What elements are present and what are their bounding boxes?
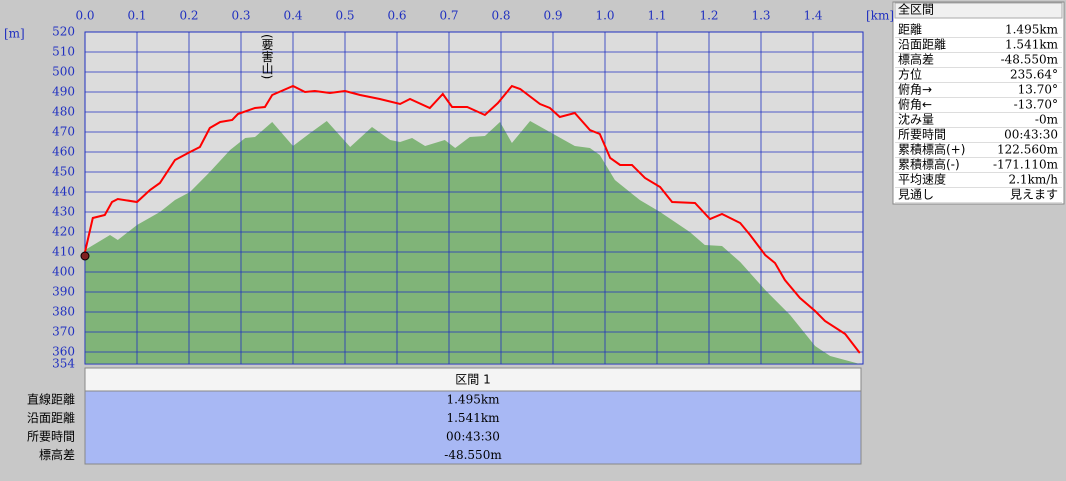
section-label: 沿面距離 — [27, 411, 75, 425]
summary-header — [894, 2, 1063, 19]
section-label: 標高差 — [39, 447, 75, 462]
x-tick-label: 0.8 — [491, 9, 510, 23]
section-value: 00:43:30 — [446, 430, 500, 444]
y-tick-label: 460 — [52, 145, 75, 159]
x-tick-label: 0.6 — [387, 9, 406, 23]
summary-value: 235.64° — [1010, 68, 1058, 82]
summary-label: 平均速度 — [898, 172, 946, 187]
x-tick-label: 1.3 — [751, 9, 770, 23]
y-tick-label: 410 — [52, 245, 75, 259]
summary-value: -13.70° — [1014, 98, 1058, 112]
annotation: (要害山) — [260, 34, 274, 79]
y-tick-label: 420 — [52, 225, 75, 239]
summary-label: 見通し — [898, 188, 934, 202]
y-tick-label: 354 — [52, 357, 75, 371]
summary-panel — [892, 1, 1065, 205]
section-value: 1.541km — [446, 411, 500, 425]
y-tick-label: 480 — [52, 105, 75, 119]
summary-title: 全区間 — [898, 2, 934, 17]
summary-value: 00:43:30 — [1004, 128, 1058, 142]
x-tick-label: 1.1 — [647, 9, 666, 23]
summary-label: 俯角→ — [898, 82, 932, 97]
x-tick-label: 0.7 — [439, 9, 458, 23]
section-label: 直線距離 — [27, 392, 75, 407]
summary-value: 2.1km/h — [1008, 173, 1058, 187]
summary-label: 所要時間 — [898, 128, 946, 142]
summary-value: -0m — [1035, 113, 1059, 127]
summary-label: 累積標高(-) — [898, 157, 960, 172]
y-unit: [m] — [4, 27, 25, 41]
x-tick-label: 1.4 — [803, 9, 822, 23]
y-tick-label: 520 — [52, 25, 75, 39]
summary-value: 13.70° — [1018, 83, 1058, 97]
summary-value: -48.550m — [1001, 53, 1059, 67]
x-tick-label: 0.1 — [127, 9, 146, 23]
summary-value: 1.495km — [1005, 23, 1059, 37]
summary-value: 1.541km — [1005, 38, 1059, 52]
plot — [80, 31, 863, 365]
x-tick-label: 0.5 — [335, 9, 354, 23]
summary-label: 方位 — [898, 67, 922, 82]
x-tick-label: 0.3 — [231, 9, 250, 23]
y-tick-label: 510 — [52, 45, 75, 59]
y-tick-label: 490 — [52, 85, 75, 99]
y-tick-label: 360 — [52, 345, 75, 359]
x-unit: [km] — [866, 9, 894, 23]
x-tick-label: 1.0 — [595, 9, 614, 23]
summary-value: -171.110m — [993, 158, 1059, 172]
section-title: 区間 1 — [455, 373, 490, 387]
y-tick-label: 370 — [52, 325, 75, 339]
section-value: -48.550m — [444, 448, 502, 462]
x-tick-label: 0.2 — [179, 9, 198, 23]
summary-label: 距離 — [898, 23, 922, 37]
summary-value: 122.560m — [997, 143, 1059, 157]
summary-label: 俯角← — [898, 97, 932, 112]
y-tick-label: 470 — [52, 125, 75, 139]
summary-label: 累積標高(+) — [898, 142, 965, 157]
y-tick-label: 440 — [52, 185, 75, 199]
section-value: 1.495km — [446, 393, 500, 407]
x-tick-label: 0.9 — [543, 9, 562, 23]
summary-label: 沿面距離 — [898, 38, 946, 52]
y-tick-label: 380 — [52, 305, 75, 319]
terrain-area — [85, 121, 860, 364]
y-tick-label: 500 — [52, 65, 75, 79]
x-tick-label: 1.2 — [699, 9, 718, 23]
summary-label: 標高差 — [898, 52, 934, 67]
section-label: 所要時間 — [27, 430, 75, 444]
y-tick-label: 400 — [52, 265, 75, 279]
section-body — [84, 390, 862, 465]
y-tick-label: 430 — [52, 205, 75, 219]
summary-label: 沈み量 — [898, 112, 934, 127]
y-tick-label: 390 — [52, 285, 75, 299]
route-line — [84, 84, 861, 354]
start-marker — [80, 251, 90, 261]
y-tick-label: 450 — [52, 165, 75, 179]
summary-value: 見えます — [1010, 188, 1058, 202]
x-tick-label: 0.4 — [283, 9, 302, 23]
x-tick-label: 0.0 — [75, 9, 94, 23]
